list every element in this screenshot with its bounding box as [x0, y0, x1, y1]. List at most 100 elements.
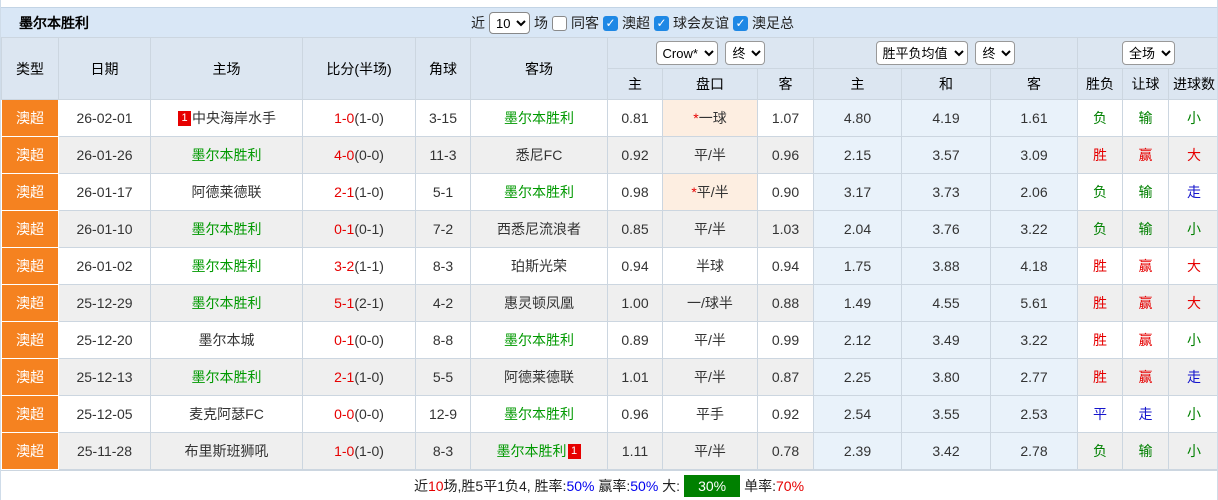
avg-home-cell: 2.25: [813, 358, 902, 396]
avg-type-select[interactable]: 胜平负均值: [875, 41, 968, 65]
date-cell: 26-01-17: [58, 173, 151, 211]
rank-badge: 1: [567, 444, 581, 459]
scope-select[interactable]: 全场: [1122, 41, 1175, 65]
result-handicap-cell: 输: [1122, 210, 1169, 248]
summary-segment: 近: [413, 478, 428, 494]
avg-away-cell: 5.61: [990, 284, 1078, 322]
avg-away-cell: 3.09: [990, 136, 1078, 174]
corner-cell: 3-15: [415, 99, 471, 137]
corner-cell: 11-3: [415, 136, 471, 174]
match-history-table: 类型 日期 主场 比分(半场) 角球 客场 Crow* 终 胜平负均值: [1, 37, 1217, 470]
away-team-cell: 墨尔本胜利 1: [470, 432, 608, 470]
avg-away-cell: 4.18: [990, 247, 1078, 285]
col-header-odds-away: 客: [757, 68, 814, 100]
col-header-score: 比分(半场): [302, 37, 416, 100]
handicap-text: 平/半: [694, 332, 726, 348]
filter-friendly-checkbox[interactable]: ✓: [654, 15, 669, 31]
away-team-cell: 西悉尼流浪者: [470, 210, 608, 248]
match-row: 澳超 25-12-20 墨尔本城 0-1(0-0) 8-8 墨尔本胜利 0.89 平/半 0.9…: [1, 321, 1217, 359]
result-handicap-cell: 输: [1122, 173, 1169, 211]
halftime-score: (1-0): [354, 184, 384, 200]
odds-home-cell: 0.81: [607, 99, 663, 137]
score-cell: 1-0(1-0): [302, 99, 416, 137]
home-team-name: 阿德莱德联: [191, 184, 262, 200]
summary-segment: 大:: [658, 478, 681, 494]
date-cell: 26-01-10: [58, 210, 151, 248]
result-goals-cell: 小: [1167, 99, 1217, 137]
home-team-cell: 墨尔本胜利: [150, 210, 303, 248]
away-team-cell: 珀斯光荣: [470, 247, 608, 285]
home-team-name: 墨尔本胜利: [191, 147, 262, 163]
col-header-result-goals: 进球数: [1167, 68, 1217, 100]
home-team-name: 墨尔本胜利: [191, 258, 262, 274]
result-handicap-cell: 赢: [1122, 247, 1169, 285]
away-team-cell: 阿德莱德联: [470, 358, 608, 396]
avg-home-cell: 2.12: [813, 321, 902, 359]
odds-provider-select[interactable]: Crow*: [655, 41, 718, 65]
corner-cell: 4-2: [415, 284, 471, 322]
handicap-cell: 一/球半: [662, 284, 758, 322]
halftime-score: (0-0): [354, 332, 384, 348]
league-type-cell: 澳超: [1, 432, 59, 470]
matches-label: 场: [534, 15, 548, 31]
rank-badge: 1: [178, 111, 191, 126]
away-team-cell: 墨尔本胜利: [470, 173, 608, 211]
summary-segment: 50%: [630, 478, 659, 494]
col-header-type: 类型: [1, 37, 59, 100]
avg-away-cell: 2.53: [990, 395, 1078, 433]
summary-segment: 单率:: [744, 478, 776, 494]
home-team-name: 墨尔本城: [198, 332, 255, 348]
filter-league-checkbox[interactable]: ✓: [603, 15, 618, 31]
away-team-cell: 墨尔本胜利: [470, 99, 608, 137]
odds-home-cell: 0.96: [607, 395, 663, 433]
avg-away-cell: 3.22: [990, 321, 1078, 359]
handicap-text: 一/球半: [687, 295, 733, 311]
match-row: 澳超 26-01-17 阿德莱德联 2-1(1-0) 5-1 墨尔本胜利 0.98 *平/半 0…: [1, 173, 1217, 211]
avg-home-cell: 2.04: [813, 210, 902, 248]
filter-cup-checkbox[interactable]: ✓: [733, 15, 748, 31]
away-team-cell: 悉尼FC: [470, 136, 608, 174]
result-wdl-cell: 胜: [1077, 284, 1123, 322]
top-strip: [1, 0, 1217, 7]
fulltime-score: 5-1: [334, 295, 355, 311]
league-type-cell: 澳超: [1, 358, 59, 396]
result-wdl-cell: 胜: [1077, 247, 1123, 285]
title-bar: 墨尔本胜利 近 10 场 同客 ✓ 澳超 ✓ 球会友谊 ✓ 澳足总: [1, 7, 1217, 37]
avg-home-cell: 2.54: [813, 395, 902, 433]
away-team-name: 悉尼FC: [515, 147, 563, 163]
away-team-name: 珀斯光荣: [511, 258, 567, 274]
result-wdl-cell: 胜: [1077, 136, 1123, 174]
odds-group-header: Crow* 终: [607, 37, 814, 69]
handicap-text: 平/半: [694, 221, 726, 237]
corner-cell: 8-8: [415, 321, 471, 359]
col-header-avg-away: 客: [990, 68, 1078, 100]
result-handicap-cell: 赢: [1122, 358, 1169, 396]
away-team-name: 西悉尼流浪者: [497, 221, 581, 237]
fulltime-score: 4-0: [334, 147, 355, 163]
away-team-name: 墨尔本胜利: [504, 184, 574, 200]
handicap-text: 平/半: [696, 184, 729, 200]
away-team-name: 墨尔本胜利: [504, 406, 574, 422]
handicap-cell: 半球: [662, 247, 758, 285]
match-row: 澳超 25-12-29 墨尔本胜利 5-1(2-1) 4-2 惠灵顿凤凰 1.00 一/球半 0…: [1, 284, 1217, 322]
odds-home-cell: 0.98: [607, 173, 663, 211]
match-table-body: 澳超 26-02-01 1 中央海岸水手 1-0(1-0) 3-15 墨尔本胜利 0.81 *一…: [1, 99, 1217, 470]
odds-time-select[interactable]: 终: [725, 41, 766, 65]
league-type-cell: 澳超: [1, 247, 59, 285]
avg-away-cell: 2.77: [990, 358, 1078, 396]
result-goals-cell: 走: [1167, 358, 1217, 396]
away-team-name: 阿德莱德联: [504, 369, 574, 385]
odds-home-cell: 0.92: [607, 136, 663, 174]
match-row: 澳超 26-01-02 墨尔本胜利 3-2(1-1) 8-3 珀斯光荣 0.94 半球 0.94…: [1, 247, 1217, 285]
home-team-cell: 墨尔本胜利: [150, 247, 303, 285]
away-team-cell: 墨尔本胜利: [470, 395, 608, 433]
recent-count-select[interactable]: 10: [489, 12, 530, 34]
avg-draw-cell: 3.80: [901, 358, 991, 396]
away-team-cell: 墨尔本胜利: [470, 321, 608, 359]
corner-cell: 7-2: [415, 210, 471, 248]
result-handicap-cell: 输: [1122, 99, 1169, 137]
same-venue-checkbox[interactable]: [552, 15, 567, 31]
avg-time-select[interactable]: 终: [975, 41, 1016, 65]
date-cell: 25-11-28: [58, 432, 151, 470]
same-venue-label: 同客: [571, 15, 599, 31]
